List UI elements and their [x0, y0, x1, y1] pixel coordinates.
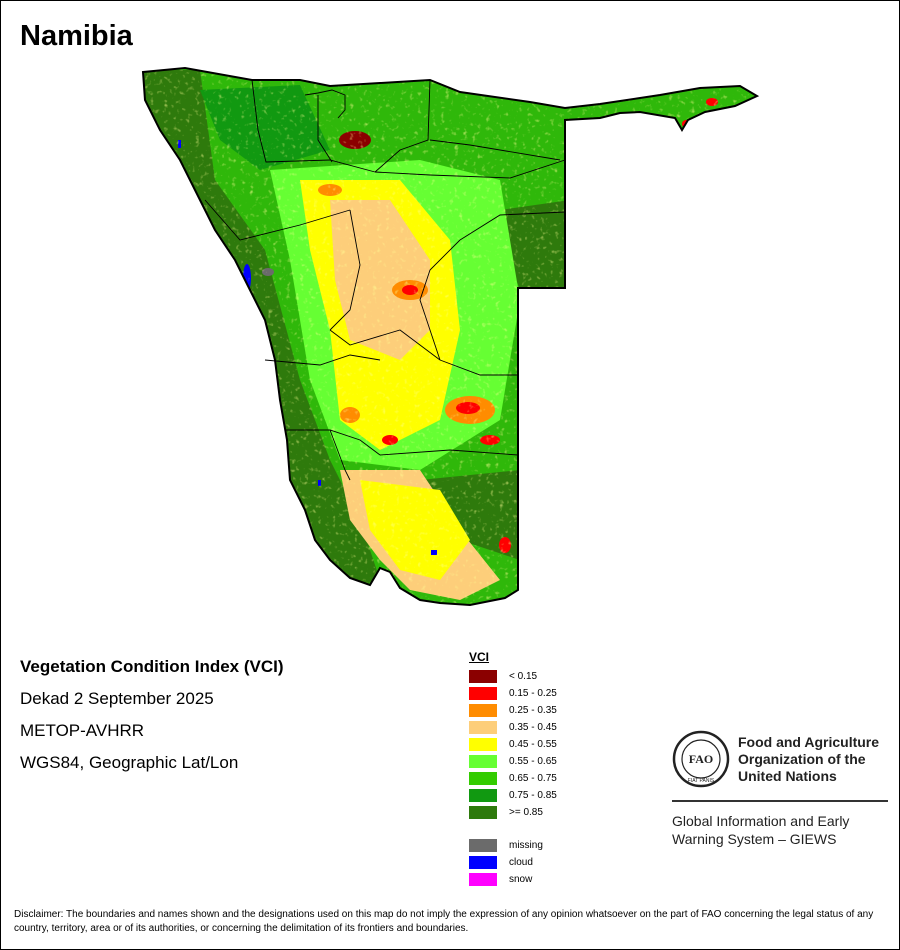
legend-label: 0.35 - 0.45	[509, 722, 557, 733]
legend-item-snow: snow	[469, 871, 557, 888]
legend-swatch	[469, 687, 497, 700]
vci-legend: VCI < 0.15 0.15 - 0.25 0.25 - 0.35 0.35 …	[469, 650, 557, 888]
legend-label: 0.65 - 0.75	[509, 773, 557, 784]
vegetation-speckle-texture	[143, 68, 757, 605]
legend-item-cloud: cloud	[469, 854, 557, 871]
legend-swatch	[469, 721, 497, 734]
legend-swatch	[469, 789, 497, 802]
map-info-block: Vegetation Condition Index (VCI) Dekad 2…	[20, 656, 284, 784]
legend-title: VCI	[469, 650, 490, 664]
legend-label: cloud	[509, 857, 533, 868]
legend-item: < 0.15	[469, 668, 557, 685]
fao-logo-text: FAO	[689, 752, 713, 766]
sensor-label: METOP-AVHRR	[20, 721, 145, 740]
legend-label: 0.15 - 0.25	[509, 688, 557, 699]
legend-swatch	[469, 806, 497, 819]
legend-item: 0.75 - 0.85	[469, 787, 557, 804]
legend-label: >= 0.85	[509, 807, 543, 818]
legend-swatch-other	[469, 873, 497, 886]
legend-label: 0.75 - 0.85	[509, 790, 557, 801]
fao-org-name: Food and Agriculture Organization of the…	[738, 734, 880, 784]
legend-item-missing: missing	[469, 837, 557, 854]
projection-label: WGS84, Geographic Lat/Lon	[20, 753, 239, 772]
legend-label: 0.25 - 0.35	[509, 705, 557, 716]
legend-label: < 0.15	[509, 671, 538, 682]
product-name: Vegetation Condition Index (VCI)	[20, 657, 284, 676]
legend-swatch	[469, 670, 497, 683]
legend-item: 0.65 - 0.75	[469, 770, 557, 787]
legend-swatch	[469, 772, 497, 785]
fao-logo-icon: FAO FIAT PANIS	[672, 730, 730, 788]
legend-item: 0.45 - 0.55	[469, 736, 557, 753]
legend-item: 0.25 - 0.35	[469, 702, 557, 719]
legend-swatch	[469, 704, 497, 717]
legend-label: 0.45 - 0.55	[509, 739, 557, 750]
legend-item: 0.15 - 0.25	[469, 685, 557, 702]
fao-logo-motto: FIAT PANIS	[688, 778, 715, 784]
vci-map	[142, 67, 758, 606]
legend-swatch	[469, 755, 497, 768]
legend-swatch-other	[469, 839, 497, 852]
legend-item: 0.55 - 0.65	[469, 753, 557, 770]
legend-item: 0.35 - 0.45	[469, 719, 557, 736]
admin-boundaries	[204, 79, 566, 481]
legend-label: snow	[509, 874, 533, 885]
legend-swatch	[469, 738, 497, 751]
period-label: Dekad 2 September 2025	[20, 689, 214, 708]
legend-label: missing	[509, 840, 543, 851]
legend-swatch-other	[469, 856, 497, 869]
disclaimer-text: Disclaimer: The boundaries and names sho…	[14, 909, 874, 934]
legend-item: >= 0.85	[469, 804, 557, 821]
legend-label: 0.55 - 0.65	[509, 756, 557, 767]
giews-name: Global Information and Early Warning Sys…	[672, 813, 850, 847]
fao-divider	[672, 800, 888, 802]
map-title: Namibia	[20, 20, 133, 52]
